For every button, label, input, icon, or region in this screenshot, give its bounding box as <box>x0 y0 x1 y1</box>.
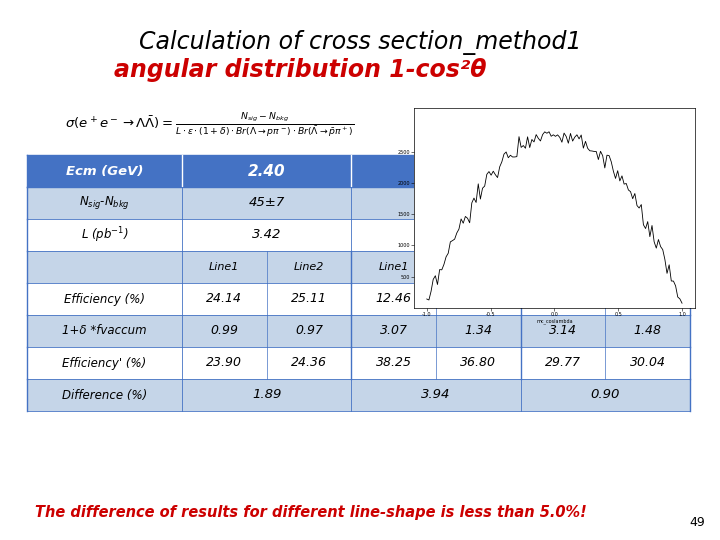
Bar <box>351 155 521 187</box>
Text: 24.36: 24.36 <box>291 356 327 369</box>
Bar <box>606 251 690 283</box>
Bar <box>27 251 182 283</box>
Text: Ecm (GeV): Ecm (GeV) <box>66 165 143 178</box>
Bar <box>182 219 351 251</box>
Text: 0.99: 0.99 <box>210 325 238 338</box>
Bar <box>182 251 266 283</box>
Text: $\sigma(e^+e^- \rightarrow \Lambda\bar{\Lambda}) = \frac{N_{sig} - N_{bkg}}{L \c: $\sigma(e^+e^- \rightarrow \Lambda\bar{\… <box>66 111 355 139</box>
Text: 24.14: 24.14 <box>207 293 243 306</box>
Text: Calculation of cross section_method1: Calculation of cross section_method1 <box>139 30 581 55</box>
Text: Efficiency' (%): Efficiency' (%) <box>63 356 147 369</box>
Bar <box>521 379 690 411</box>
Text: 1.48: 1.48 <box>634 325 662 338</box>
Bar <box>27 283 182 315</box>
Text: 30.73: 30.73 <box>587 228 624 241</box>
Text: 3.08: 3.08 <box>587 164 624 179</box>
Text: 8±3: 8±3 <box>422 197 450 210</box>
Bar <box>182 347 266 379</box>
Text: 13±4: 13±4 <box>588 197 624 210</box>
Text: 27.46: 27.46 <box>460 293 496 306</box>
Text: 3.42: 3.42 <box>252 228 282 241</box>
Bar <box>27 219 182 251</box>
Bar <box>266 315 351 347</box>
Bar <box>27 315 182 347</box>
Text: 49: 49 <box>689 516 705 529</box>
Text: 3.14: 3.14 <box>549 325 577 338</box>
Text: 38.25: 38.25 <box>376 356 412 369</box>
Text: 1.34: 1.34 <box>464 325 492 338</box>
Bar <box>606 315 690 347</box>
Bar <box>436 251 521 283</box>
Bar <box>182 283 266 315</box>
Bar <box>436 347 521 379</box>
Bar <box>351 251 436 283</box>
Text: 2.80: 2.80 <box>417 164 455 179</box>
Bar <box>521 187 690 219</box>
Bar <box>521 283 606 315</box>
Text: 20.30: 20.30 <box>630 293 666 306</box>
Text: 12.46: 12.46 <box>376 293 412 306</box>
Bar <box>182 155 351 187</box>
Bar <box>521 219 690 251</box>
Text: 36.80: 36.80 <box>460 356 496 369</box>
Text: 0.90: 0.90 <box>590 388 620 402</box>
Bar <box>27 379 182 411</box>
Text: L (pb$^{-1}$): L (pb$^{-1}$) <box>81 225 128 245</box>
Text: 1.89: 1.89 <box>252 388 282 402</box>
Text: 25.11: 25.11 <box>291 293 327 306</box>
Text: 3.75: 3.75 <box>421 228 451 241</box>
Bar <box>436 315 521 347</box>
Bar <box>266 347 351 379</box>
Bar <box>351 315 436 347</box>
Bar <box>266 251 351 283</box>
Text: 0.97: 0.97 <box>295 325 323 338</box>
Text: 3.07: 3.07 <box>379 325 408 338</box>
Text: Line2: Line2 <box>294 262 324 272</box>
Bar <box>521 315 606 347</box>
Bar <box>521 155 690 187</box>
Bar <box>351 379 521 411</box>
Text: Efficiency (%): Efficiency (%) <box>64 293 145 306</box>
Bar <box>27 155 182 187</box>
X-axis label: mc_coslambda: mc_coslambda <box>536 319 572 324</box>
Text: Line1: Line1 <box>379 262 409 272</box>
Text: Difference (%): Difference (%) <box>62 388 147 402</box>
Bar <box>351 283 436 315</box>
Bar <box>266 283 351 315</box>
Text: 23.90: 23.90 <box>207 356 243 369</box>
Bar <box>27 187 182 219</box>
Bar <box>351 187 521 219</box>
Bar <box>351 219 521 251</box>
Text: 9.48: 9.48 <box>549 293 577 306</box>
Bar <box>521 251 606 283</box>
Bar <box>27 347 182 379</box>
Bar <box>182 379 351 411</box>
Text: Line2: Line2 <box>463 262 493 272</box>
Bar <box>351 347 436 379</box>
Text: 3.94: 3.94 <box>421 388 451 402</box>
Text: Line1: Line1 <box>548 262 578 272</box>
Bar <box>606 283 690 315</box>
Bar <box>182 315 266 347</box>
Text: Line1: Line1 <box>209 262 240 272</box>
Bar <box>606 347 690 379</box>
Text: The difference of results for different line-shape is less than 5.0%!: The difference of results for different … <box>35 504 587 519</box>
Text: 30.04: 30.04 <box>630 356 666 369</box>
Text: 29.77: 29.77 <box>545 356 581 369</box>
Text: angular distribution 1-cos²θ: angular distribution 1-cos²θ <box>114 58 486 82</box>
Text: 2.40: 2.40 <box>248 164 285 179</box>
Text: Line2: Line2 <box>632 262 663 272</box>
Bar <box>521 347 606 379</box>
Bar <box>436 283 521 315</box>
Bar <box>182 187 351 219</box>
Text: 1+δ *fvaccum: 1+δ *fvaccum <box>62 325 147 338</box>
Text: $N_{sig}$-$N_{bkg}$: $N_{sig}$-$N_{bkg}$ <box>79 194 130 212</box>
Text: 45±7: 45±7 <box>248 197 285 210</box>
